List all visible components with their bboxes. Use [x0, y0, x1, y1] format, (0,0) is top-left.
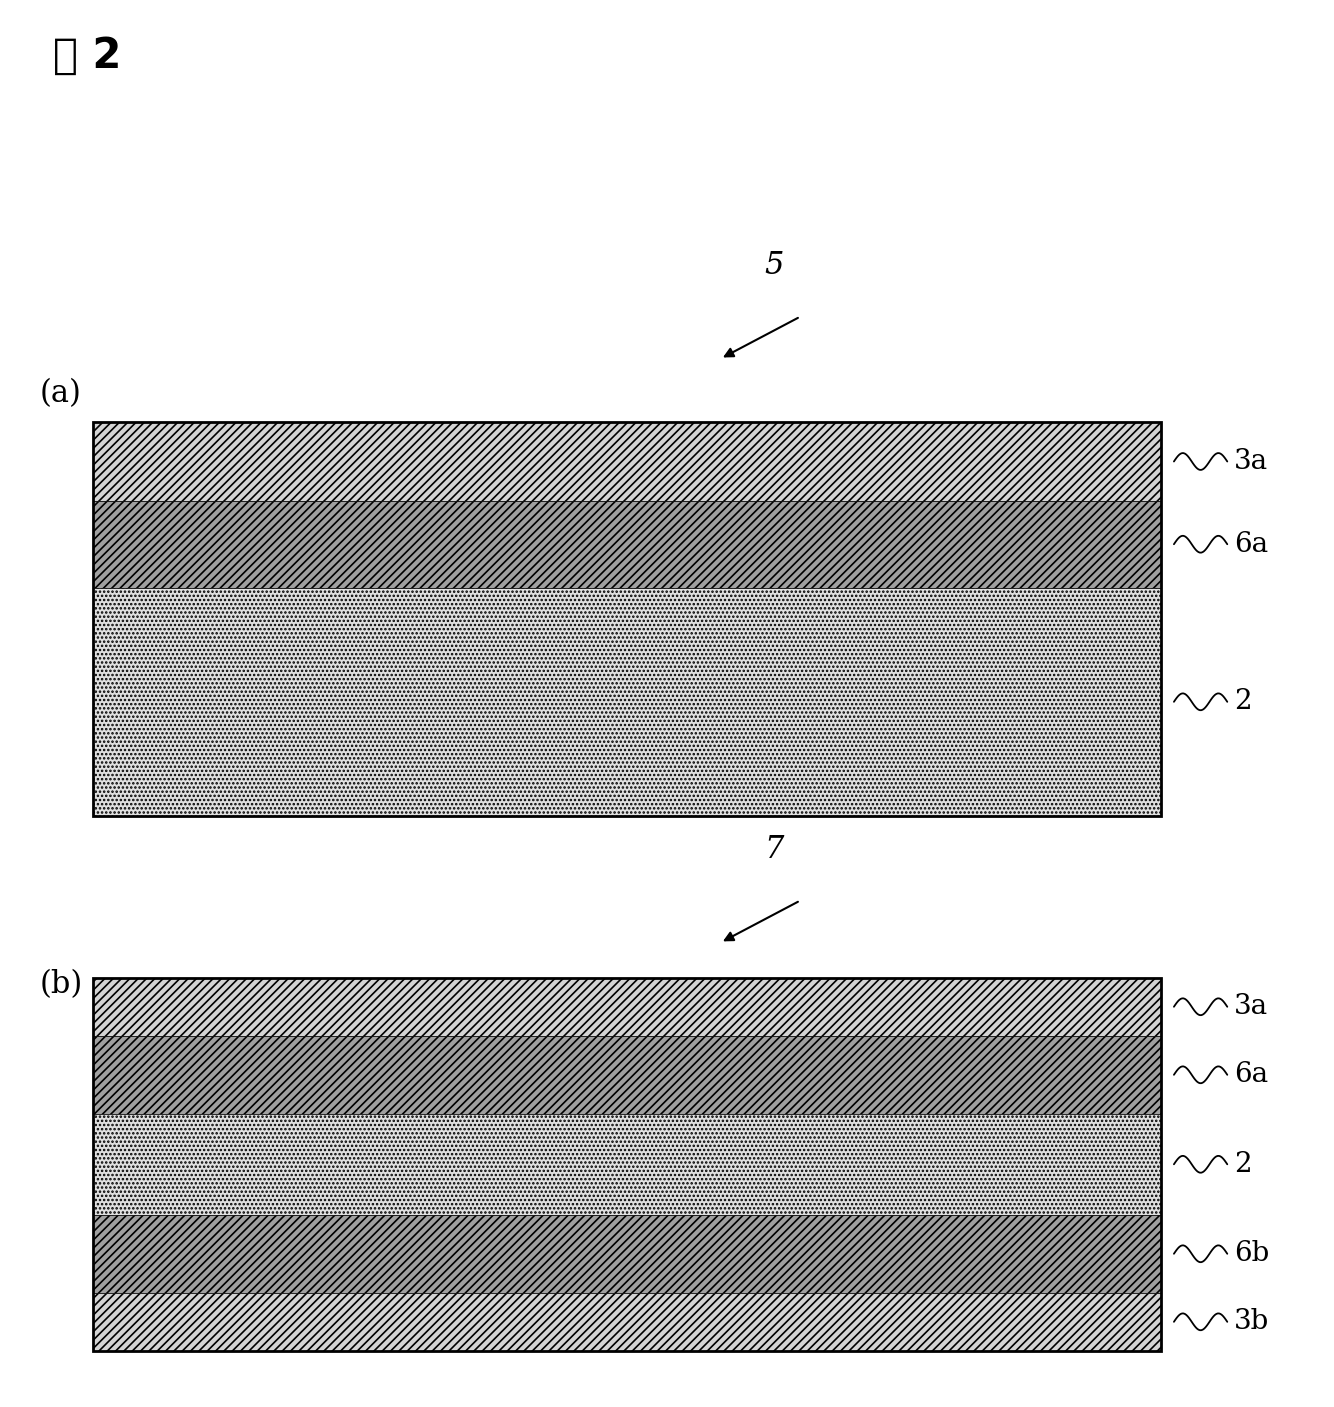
Text: (b): (b): [40, 969, 83, 1000]
Bar: [93, 588, 1161, 816]
Text: 3a: 3a: [1234, 993, 1269, 1020]
Text: 6b: 6b: [1234, 1241, 1269, 1268]
Text: 2: 2: [1234, 688, 1251, 715]
Bar: [93, 1293, 1161, 1351]
Bar: [93, 1036, 1161, 1114]
Text: 3a: 3a: [1234, 447, 1269, 476]
Bar: [93, 1214, 1161, 1293]
Text: 2: 2: [1234, 1151, 1251, 1178]
Bar: [93, 422, 1161, 501]
Bar: [93, 1114, 1161, 1214]
Text: 3b: 3b: [1234, 1309, 1269, 1335]
Bar: [93, 422, 1161, 816]
Text: 図 2: 図 2: [53, 35, 121, 77]
Bar: [93, 501, 1161, 588]
Text: 5: 5: [764, 250, 783, 281]
Bar: [93, 978, 1161, 1036]
Text: 6a: 6a: [1234, 530, 1269, 557]
Bar: [93, 978, 1161, 1351]
Text: 7: 7: [764, 834, 783, 865]
Text: 6a: 6a: [1234, 1061, 1269, 1088]
Text: (a): (a): [40, 378, 81, 409]
